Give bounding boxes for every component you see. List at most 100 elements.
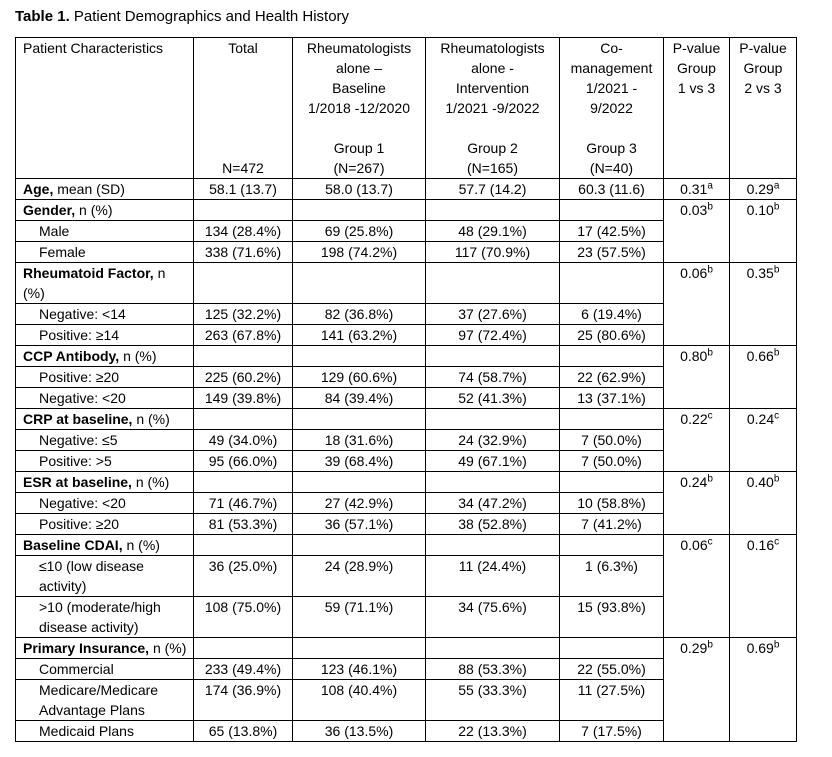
cell-group1 — [292, 199, 426, 221]
table-row: ≤10 (low disease activity) 36 (25.0%) 24 (… — [15, 555, 797, 597]
cell-group1: 141 (63.2%) — [292, 324, 426, 346]
table-caption-number: Table 1. — [15, 8, 70, 25]
pvalue-footnote-marker: b — [707, 347, 713, 359]
row-label-text: Female — [39, 244, 86, 260]
cell-group1: 27 (42.9%) — [292, 492, 426, 514]
pvalue-footnote-marker: b — [773, 201, 780, 213]
row-label: Baseline CDAI, n (%) — [15, 534, 194, 556]
pvalue-number: 0.35 — [746, 265, 774, 281]
row-label-bold: Rheumatoid Factor, — [23, 265, 154, 281]
pvalue-number: 0.24 — [680, 474, 708, 490]
cell-group3 — [559, 262, 664, 304]
cell-group2: 74 (58.7%) — [425, 366, 560, 388]
row-label-text: >10 (moderate/high disease activity) — [39, 599, 161, 635]
cell-group3: 7 (17.5%) — [559, 720, 664, 742]
row-label: Commercial — [15, 658, 194, 680]
pvalue-footnote-marker: a — [707, 180, 713, 192]
cell-total: 233 (49.4%) — [193, 658, 293, 680]
cell-group1: 59 (71.1%) — [292, 596, 426, 638]
cell-group1: 39 (68.4%) — [292, 450, 426, 472]
cell-total: 108 (75.0%) — [193, 596, 293, 638]
row-label-bold: ESR at baseline, — [23, 474, 132, 490]
cell-group3: 7 (41.2%) — [559, 513, 664, 535]
row-label-rest: n (%) — [119, 348, 157, 364]
pvalue-footnote-marker: c — [774, 536, 780, 548]
cell-total: 81 (53.3%) — [193, 513, 293, 535]
cell-group1: 18 (31.6%) — [292, 429, 426, 451]
cell-group3: 60.3 (11.6) — [559, 178, 664, 200]
cell-group1 — [292, 345, 426, 367]
cell-group1 — [292, 262, 426, 304]
cell-total — [193, 199, 293, 221]
cell-pvalue-1vs3: 0.24b — [663, 471, 730, 535]
row-label-rest: n (%) — [131, 474, 170, 490]
row-label: Positive: ≥14 — [15, 324, 194, 346]
table-row: Primary Insurance, n (%) 0.29b 0.69b — [15, 637, 797, 742]
row-label: Positive: ≥20 — [15, 366, 194, 388]
pvalue-number: 0.10 — [746, 202, 774, 218]
cell-pvalue-2vs3: 0.10b — [729, 199, 797, 263]
cell-group2: 117 (70.9%) — [425, 241, 560, 263]
column-header-line: 1 vs 3 — [677, 80, 716, 96]
cell-total: 71 (46.7%) — [193, 492, 293, 514]
cell-group2: 11 (24.4%) — [425, 555, 560, 597]
pvalue-footnote-marker: b — [707, 473, 713, 485]
column-header-line: 2 vs 3 — [744, 80, 782, 96]
column-header-pvalue-1vs3: P-value Group 1 vs 3 — [663, 37, 730, 179]
column-n-label: (N=267) — [333, 160, 385, 176]
column-header-line: Total — [228, 40, 258, 56]
pvalue-footnote-marker: b — [707, 201, 713, 213]
cell-total: 36 (25.0%) — [193, 555, 293, 597]
cell-group3 — [559, 345, 664, 367]
pvalue-footnote-marker: b — [707, 639, 713, 651]
cell-group3: 13 (37.1%) — [559, 387, 664, 409]
cell-group1: 24 (28.9%) — [292, 555, 426, 597]
cell-group3 — [559, 534, 664, 556]
cell-group3: 6 (19.4%) — [559, 303, 664, 325]
column-header-line: 1/2021 -9/2022 — [445, 100, 540, 116]
cell-pvalue-2vs3: 0.66b — [729, 345, 797, 409]
row-label: ESR at baseline, n (%) — [15, 471, 194, 493]
row-label-rest: mean (SD) — [53, 181, 125, 197]
cell-pvalue-1vs3: 0.03b — [663, 199, 730, 263]
cell-group2 — [425, 637, 560, 659]
cell-group2: 37 (27.6%) — [425, 303, 560, 325]
column-header-line: management — [570, 60, 653, 76]
row-label-text: Positive: ≥20 — [39, 369, 120, 385]
column-header-line: P-value — [672, 40, 721, 56]
row-label-bold: Age, — [23, 181, 54, 197]
cell-pvalue-2vs3: 0.24c — [729, 408, 797, 472]
cell-pvalue-1vs3: 0.06c — [663, 534, 730, 638]
cell-total: 134 (28.4%) — [193, 220, 293, 242]
cell-group3: 17 (42.5%) — [559, 220, 664, 242]
table-row: ESR at baseline, n (%) 0.24b 0.40b — [15, 471, 797, 535]
cell-pvalue-2vs3: 0.29a — [729, 178, 797, 200]
table-row: Gender, n (%) 0.03b 0.10b — [15, 199, 797, 263]
cell-group2 — [425, 345, 560, 367]
cell-group2: 34 (47.2%) — [425, 492, 560, 514]
cell-group3: 1 (6.3%) — [559, 555, 664, 597]
row-label-text: Positive: >5 — [39, 453, 112, 469]
column-header-line: Rheumatologists — [306, 40, 412, 56]
cell-group2: 34 (75.6%) — [425, 596, 560, 638]
table-row: Negative: <20 71 (46.7%) 27 (42.9%) 34 (47.… — [15, 492, 797, 514]
row-label: Medicaid Plans — [15, 720, 194, 742]
cell-pvalue-1vs3: 0.22c — [663, 408, 730, 472]
cell-group3: 22 (55.0%) — [559, 658, 664, 680]
cell-pvalue-1vs3: 0.31a — [663, 178, 730, 200]
pvalue-number: 0.69 — [746, 640, 774, 656]
cell-total: 263 (67.8%) — [193, 324, 293, 346]
column-header-line: 1/2018 -12/2020 — [308, 100, 410, 116]
cell-group1: 198 (74.2%) — [292, 241, 426, 263]
table-row: Positive: ≥20 81 (53.3%) 36 (57.1%) 38 (52.… — [15, 513, 797, 535]
pvalue-footnote-marker: b — [773, 347, 780, 359]
column-header-line: P-value — [739, 40, 787, 56]
cell-total: 49 (34.0%) — [193, 429, 293, 451]
column-n-label: N=472 — [222, 160, 264, 176]
row-label: Male — [15, 220, 194, 242]
table-row: >10 (moderate/high disease activity) 108 … — [15, 596, 797, 638]
cell-group3: 11 (27.5%) — [559, 679, 664, 721]
column-header-group2: Rheumatologists alone - Intervention 1/2021… — [425, 37, 560, 179]
cell-group1: 36 (57.1%) — [292, 513, 426, 535]
row-label: Positive: ≥20 — [15, 513, 194, 535]
